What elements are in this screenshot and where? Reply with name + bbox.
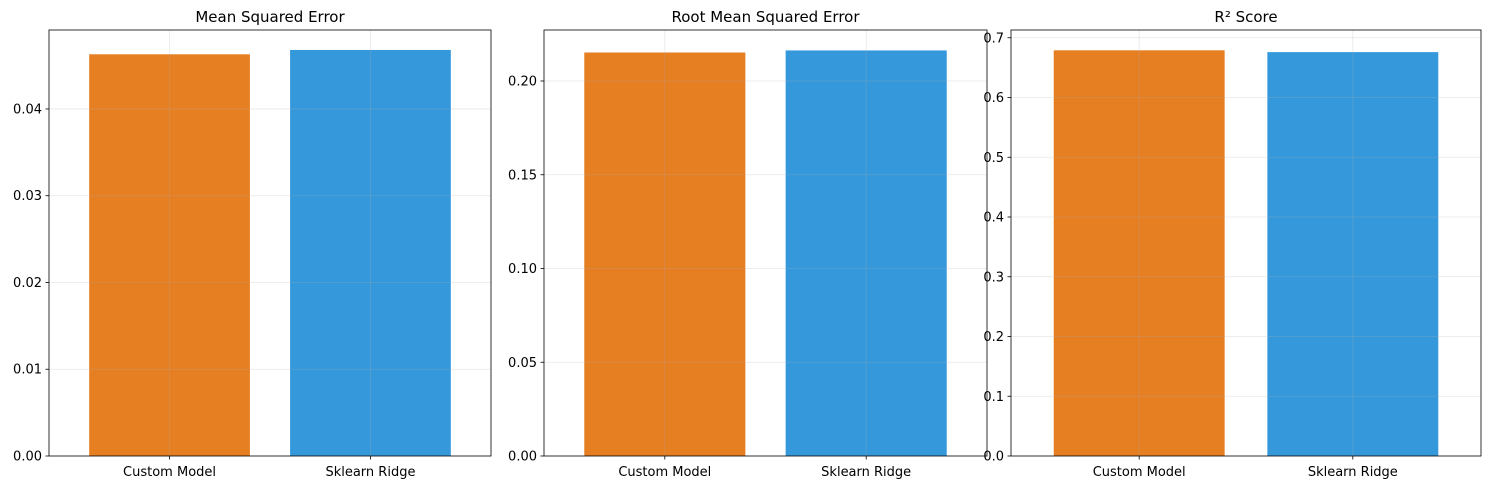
bar-custom-model bbox=[89, 54, 250, 457]
y-tick-label: 0.02 bbox=[13, 276, 42, 291]
x-tick-label: Sklearn Ridge bbox=[325, 465, 415, 480]
chart-panel-1: 0.00 0.01 0.02 0.03 0.04 Custom Model Sklearn … bbox=[13, 8, 492, 480]
y-tick-label: 0.0 bbox=[983, 450, 1004, 465]
chart-title: Root Mean Squared Error bbox=[671, 8, 860, 26]
chart-title: R² Score bbox=[1214, 8, 1277, 26]
y-tick-label: 0.4 bbox=[983, 211, 1004, 226]
bar-custom-model bbox=[584, 52, 746, 456]
y-tick-label: 0.7 bbox=[983, 31, 1004, 46]
bar-sklearn-ridge bbox=[785, 50, 947, 456]
x-tick-label: Custom Model bbox=[123, 465, 216, 480]
x-tick-label: Sklearn Ridge bbox=[1308, 465, 1398, 480]
bar-sklearn-ridge bbox=[1267, 52, 1439, 456]
y-tick-label: 0.05 bbox=[508, 356, 537, 371]
bar-custom-model bbox=[1053, 50, 1225, 456]
y-tick-label: 0.1 bbox=[983, 390, 1004, 405]
y-tick-label: 0.20 bbox=[508, 75, 537, 90]
chart-panel-2: 0.00 0.05 0.10 0.15 0.20 Custom Model Sklearn … bbox=[508, 8, 988, 480]
y-tick-label: 0.15 bbox=[508, 168, 537, 183]
y-tick-label: 0.00 bbox=[13, 450, 42, 465]
x-tick-label: Custom Model bbox=[618, 465, 711, 480]
chart-panel-3: 0.0 0.1 0.2 0.3 0.4 0.5 0.6 0.7 Custom Model Skle… bbox=[983, 8, 1482, 480]
chart-title: Mean Squared Error bbox=[195, 8, 345, 26]
bar-sklearn-ridge bbox=[290, 49, 451, 456]
y-tick-label: 0.01 bbox=[13, 363, 42, 378]
y-tick-label: 0.00 bbox=[508, 450, 537, 465]
axes-frame bbox=[48, 29, 492, 457]
x-tick-label: Sklearn Ridge bbox=[821, 465, 911, 480]
axes-frame bbox=[1010, 29, 1482, 457]
y-tick-label: 0.03 bbox=[13, 189, 42, 204]
y-tick-label: 0.5 bbox=[983, 151, 1004, 166]
y-tick-label: 0.3 bbox=[983, 270, 1004, 285]
y-tick-label: 0.6 bbox=[983, 91, 1004, 106]
y-tick-label: 0.2 bbox=[983, 330, 1004, 345]
y-tick-label: 0.04 bbox=[13, 102, 42, 117]
y-tick-label: 0.10 bbox=[508, 262, 537, 277]
axes-frame bbox=[543, 29, 988, 457]
x-tick-label: Custom Model bbox=[1093, 465, 1186, 480]
